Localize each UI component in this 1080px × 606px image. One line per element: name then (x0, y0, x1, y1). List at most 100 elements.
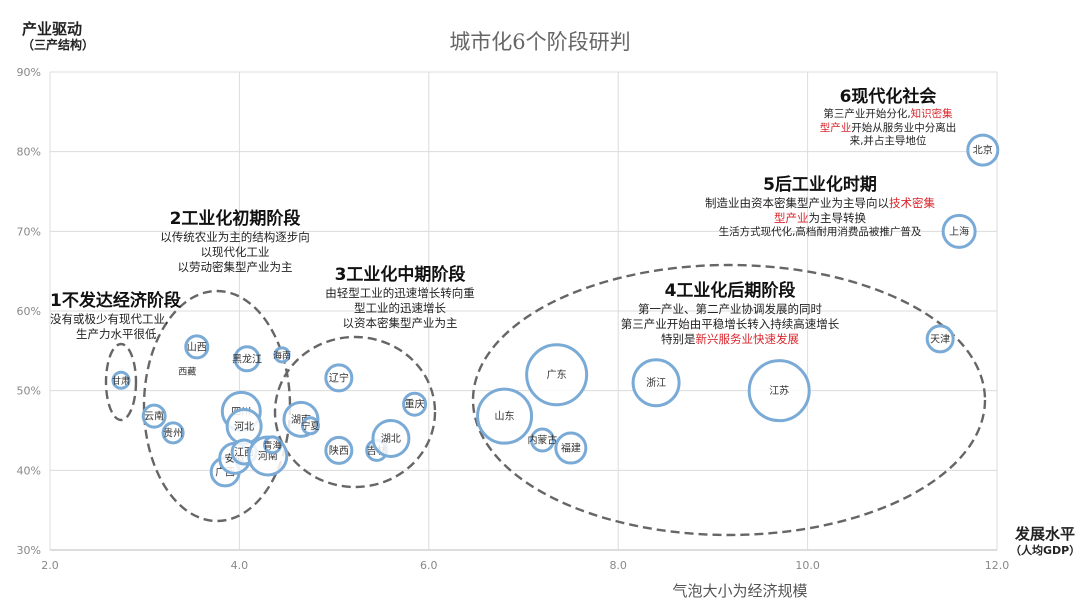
stage-6-line-1-red: 知识密集 (910, 108, 953, 121)
bubble-贵州 (161, 421, 185, 445)
bubble-天津 (925, 324, 955, 354)
bubble-上海 (941, 213, 977, 249)
bubble-label-陕西: 陕西 (329, 444, 349, 457)
bubble-label-西藏: 西藏 (178, 365, 196, 377)
bubble-label-天津: 天津 (930, 333, 950, 345)
bubble-山东 (476, 387, 534, 445)
stage-4-line-3-prefix: 特别是 (661, 331, 696, 346)
stage-4-cluster (471, 263, 987, 537)
stage-2-line-3: 以劳动密集型产业为主 (177, 259, 293, 274)
stage-6-line-1-prefix: 第三产业开始分化, (823, 108, 911, 121)
stage-1-annotation: 1不发达经济阶段 没有或极少有现代工业, 生产力水平很低 (50, 290, 200, 342)
stage-6-line-1: 第三产业开始分化,知识密集 (808, 108, 968, 122)
bubble-label-湖北: 湖北 (381, 433, 401, 445)
bubble-label-浙江: 浙江 (646, 377, 666, 389)
bubble-宁夏 (300, 416, 320, 436)
stage-2-line-2: 以现代化工业 (200, 245, 270, 260)
bubble-label-海南: 海南 (273, 349, 291, 361)
bubble-label-辽宁: 辽宁 (329, 371, 349, 384)
stage-3-line-2: 型工业的迅速增长 (354, 301, 446, 316)
y-tick-label: 60% (17, 305, 41, 318)
stage-3-line-3: 以资本密集型产业为主 (342, 315, 458, 330)
bubble-label-江苏: 江苏 (769, 384, 789, 397)
bubble-label-重庆: 重庆 (405, 398, 425, 411)
stage-5-heading: 5后工业化时期 (763, 175, 877, 195)
x-tick-label: 8.0 (609, 559, 627, 572)
stage-3-line-1: 由轻型工业的迅速增长转向重 (325, 286, 475, 301)
stage-6-heading: 6现代化社会 (839, 87, 937, 107)
stage-5-line-1: 制造业由资本密集型产业为主导向以技术密集 (690, 196, 950, 211)
stage-1-cluster (104, 342, 138, 422)
y-tick-label: 40% (17, 464, 41, 477)
bubble-label-福建: 福建 (561, 442, 581, 455)
bubble-label-宁夏: 宁夏 (301, 420, 319, 432)
y-axis-title-main: 产业驱动 (22, 20, 83, 38)
stage-1-line-1: 没有或极少有现代工业, (50, 312, 169, 327)
stage-5-line-2-red: 型产业 (774, 211, 809, 226)
stage-4-line-3-red: 新兴服务业快速发展 (695, 331, 800, 346)
stage-6-line-3: 来,并占主导地位 (849, 135, 927, 148)
stage-3-heading: 3工业化中期阶段 (334, 265, 466, 285)
x-axis-title-main: 发展水平 (1014, 525, 1075, 543)
stage-4-line-3: 特别是新兴服务业快速发展 (580, 332, 880, 347)
bubble-label-上海: 上海 (949, 225, 969, 238)
bubble-label-青海: 青海 (264, 439, 282, 451)
y-axis-title-sub: （三产结构） (22, 38, 95, 52)
y-tick-label: 70% (17, 225, 41, 238)
chart-title: 城市化6个阶段研判 (449, 30, 631, 54)
bubble-label-甘肃: 甘肃 (112, 375, 130, 387)
bubble-label-黑龙江: 黑龙江 (232, 352, 262, 365)
y-axis-title: 产业驱动 （三产结构） (22, 20, 94, 52)
stage-6-line-2-red: 型产业 (819, 121, 852, 134)
bubble-label-贵州: 贵州 (163, 426, 183, 439)
bubble-label-北京: 北京 (973, 144, 993, 157)
stage-3-cluster (273, 335, 437, 489)
y-tick-label: 80% (17, 146, 41, 159)
stage-6-annotation: 6现代化社会 第三产业开始分化,知识密集 型产业开始从服务业中分离出 来,并占主… (808, 86, 968, 149)
stage-1-heading: 1不发达经济阶段 (50, 291, 181, 311)
stage-3-annotation: 3工业化中期阶段 由轻型工业的迅速增长转向重 型工业的迅速增长 以资本密集型产业… (300, 264, 500, 331)
bubble-福建 (554, 431, 588, 465)
bubble-label-河北: 河北 (234, 421, 254, 433)
stage-6-line-2-suffix: 开始从服务业中分离出 (851, 121, 957, 134)
stage-4-heading: 4工业化后期阶段 (664, 281, 796, 301)
bubble-陕西 (324, 435, 354, 465)
bubble-内蒙古 (529, 427, 555, 453)
stage-5-line-1-red: 技术密集 (889, 196, 935, 211)
x-axis-title: 发展水平 （人均GDP） (1010, 525, 1080, 558)
bubble-重庆 (402, 391, 428, 417)
stage-5-line-3: 生活方式现代化,高档耐用消费品被推广普及 (718, 225, 922, 238)
x-tick-label: 10.0 (795, 559, 820, 572)
stage-2-annotation: 2工业化初期阶段 以传统农业为主的结构逐步向 以现代化工业 以劳动密集型产业为主 (125, 208, 345, 275)
x-tick-label: 12.0 (985, 559, 1010, 572)
x-tick-label: 6.0 (420, 559, 438, 572)
x-axis-title-sub: （人均GDP） (1010, 543, 1080, 557)
bubble-甘肃 (111, 370, 131, 390)
grid (49, 71, 998, 551)
stage-4-annotation: 4工业化后期阶段 第一产业、第二产业协调发展的同时 第三产业开始由平稳增长转入持… (580, 280, 880, 347)
bubble-浙江 (631, 358, 681, 408)
x-axis-label: 气泡大小为经济规模 (672, 582, 808, 600)
bubble-江苏 (747, 359, 811, 423)
y-tick-label: 30% (17, 544, 41, 557)
stage-4-line-2: 第三产业开始由平稳增长转入持续高速增长 (620, 317, 840, 332)
bubble-label-山西: 山西 (187, 341, 207, 353)
bubble-label-内蒙古: 内蒙古 (527, 434, 557, 447)
bubble-海南 (273, 346, 291, 364)
stage-2-line-1: 以传统农业为主的结构逐步向 (160, 230, 310, 245)
bubbles: 甘肃云南贵州山西西藏黑龙江海南四川河北广西安徽江西河南青海湖南宁夏辽宁陕西吉林湖… (111, 133, 1000, 488)
bubble-云南 (141, 403, 167, 429)
bubble-山西 (184, 334, 210, 360)
bubble-青海 (263, 435, 283, 455)
bubble-label-山东: 山东 (495, 410, 515, 423)
stage-4-line-1: 第一产业、第二产业协调发展的同时 (638, 302, 822, 317)
bubble-label-广东: 广东 (547, 368, 567, 381)
x-tick-label: 4.0 (231, 559, 249, 572)
stage-5-annotation: 5后工业化时期 制造业由资本密集型产业为主导向以技术密集 型产业为主导转换 生活… (690, 174, 950, 240)
stage-2-heading: 2工业化初期阶段 (169, 209, 301, 229)
bubble-辽宁 (324, 363, 354, 393)
stage-5-line-2: 型产业为主导转换 (690, 211, 950, 226)
bubble-湖北 (371, 418, 411, 458)
bubble-label-云南: 云南 (144, 410, 164, 423)
